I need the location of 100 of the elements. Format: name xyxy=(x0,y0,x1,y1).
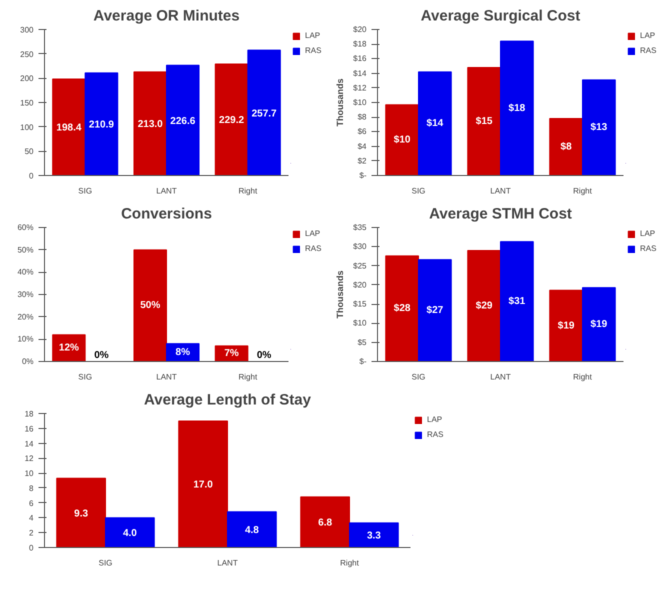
data-label: 50% xyxy=(140,300,160,312)
legend-label: LAP xyxy=(427,415,444,424)
data-label: 17.0 xyxy=(193,480,214,491)
y-tick-label: $16 xyxy=(353,54,368,64)
y-tick-label: 18 xyxy=(24,410,34,418)
y-tick-label: 60% xyxy=(17,223,34,232)
data-label: $10 xyxy=(394,134,411,146)
y-tick-label: $18 xyxy=(353,40,368,49)
chart-title: Average Surgical Cost xyxy=(420,8,580,24)
bar xyxy=(467,250,501,362)
data-label: 226.6 xyxy=(170,116,196,127)
x-tick-label: LANT xyxy=(217,558,238,568)
x-tick-label: Right xyxy=(573,372,593,382)
y-tick-label: $5 xyxy=(358,338,368,347)
y-tick-label: 200 xyxy=(20,74,34,84)
legend-label: LAP xyxy=(305,31,322,40)
data-label: 0% xyxy=(94,350,109,361)
bar xyxy=(166,64,200,176)
data-label: 198.4 xyxy=(56,122,82,134)
y-tick-label: 300 xyxy=(20,26,34,34)
chart-title: Average STMH Cost xyxy=(429,206,572,222)
y-tick-label: 6 xyxy=(29,498,34,508)
y-tick-label: $20 xyxy=(353,25,368,34)
y-tick-label: 14 xyxy=(24,439,34,448)
y-tick-label: 10% xyxy=(17,334,34,344)
legend-label: RAS xyxy=(640,46,658,55)
legend-label: RAS xyxy=(305,244,322,253)
legend-label: RAS xyxy=(427,430,444,439)
legend-label: LAP xyxy=(640,31,656,40)
y-tick-label: 10 xyxy=(24,469,34,478)
bar xyxy=(582,287,616,362)
bar xyxy=(52,334,86,362)
bar xyxy=(500,241,534,362)
data-label: 3.3 xyxy=(366,530,382,542)
x-tick-label: SIG xyxy=(412,186,426,196)
bar xyxy=(84,72,118,176)
bar xyxy=(418,71,452,176)
bar xyxy=(582,79,616,176)
bar xyxy=(385,255,419,362)
legend-label: RAS xyxy=(640,244,658,253)
data-label: 0% xyxy=(256,350,272,361)
data-label: $8 xyxy=(560,142,572,153)
data-label: $19 xyxy=(558,320,575,332)
legend-label: LAP xyxy=(640,229,656,238)
y-tick-label: $- xyxy=(359,171,367,180)
x-tick-label: LANT xyxy=(490,372,511,382)
x-tick-label: LANT xyxy=(156,372,177,382)
x-tick-label: LANT xyxy=(490,186,511,196)
y-tick-label: $25 xyxy=(353,261,368,270)
y-tick-label: 20% xyxy=(17,312,34,322)
x-tick-label: LANT xyxy=(156,186,177,196)
bar xyxy=(247,50,281,176)
x-tick-label: SIG xyxy=(78,186,92,196)
data-label: $29 xyxy=(476,300,493,312)
data-label: $14 xyxy=(426,118,444,130)
y-tick-label: $14 xyxy=(353,68,368,78)
bar xyxy=(52,78,86,176)
data-label: 12% xyxy=(58,342,80,354)
data-label: 4.8 xyxy=(244,525,260,536)
bar xyxy=(467,66,501,176)
bar xyxy=(385,104,419,176)
y-tick-label: 2 xyxy=(29,528,34,538)
data-label: $19 xyxy=(590,319,608,330)
bar xyxy=(133,249,167,362)
y-tick-label: $12 xyxy=(353,83,368,92)
bar xyxy=(214,63,248,176)
y-tick-label: 12 xyxy=(24,454,34,464)
y-tick-label: 50 xyxy=(24,147,34,156)
y-tick-label: 0 xyxy=(29,544,34,552)
data-label: $31 xyxy=(508,296,526,308)
bar xyxy=(300,496,350,548)
x-tick-label: SIG xyxy=(98,558,112,568)
bar xyxy=(349,522,399,548)
x-tick-label: Right xyxy=(340,558,360,568)
y-tick-label: 16 xyxy=(24,424,34,434)
x-tick-label: SIG xyxy=(78,372,92,382)
legend-label: RAS xyxy=(305,46,322,55)
chart-title: Average Length of Stay xyxy=(144,392,312,408)
y-tick-label: $8 xyxy=(358,112,368,122)
data-label: $13 xyxy=(590,122,608,134)
data-label: 213.0 xyxy=(138,119,164,130)
y-tick-label: 100 xyxy=(20,122,34,132)
data-label: 257.7 xyxy=(252,108,278,120)
y-tick-label: $- xyxy=(359,357,367,366)
data-label: 4.0 xyxy=(122,528,138,540)
legend-label: LAP xyxy=(305,229,322,238)
bar xyxy=(500,40,534,176)
data-label: $27 xyxy=(426,305,444,316)
data-label: 9.3 xyxy=(74,508,88,520)
data-label: 210.9 xyxy=(88,120,114,131)
y-tick-label: 250 xyxy=(20,50,34,59)
x-tick-label: Right xyxy=(238,372,258,382)
data-label: $28 xyxy=(394,303,411,314)
y-tick-label: $15 xyxy=(353,300,368,309)
data-label: $15 xyxy=(476,116,493,127)
y-tick-label: $30 xyxy=(353,242,368,252)
bar xyxy=(105,517,155,548)
bar xyxy=(133,71,167,176)
y-tick-label: 0 xyxy=(29,172,34,180)
x-tick-label: Right xyxy=(573,186,593,196)
